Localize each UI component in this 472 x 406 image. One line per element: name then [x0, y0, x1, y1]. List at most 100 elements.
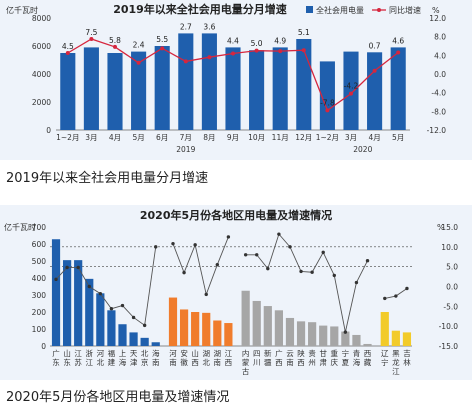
chart2-right-unit: % [437, 223, 445, 232]
chart1-title: 2019年以来全社会用电量分月增速 [113, 2, 287, 16]
chart1-growth-point [372, 68, 377, 73]
chart1-x-tick: 8月 [203, 133, 215, 142]
chart2-growth-point [394, 294, 398, 298]
chart1-growth-point [160, 46, 165, 51]
chart2-x-tick: 江苏 [74, 349, 82, 367]
chart2-x-tick: 河北 [97, 349, 105, 367]
caption-regional: 2020年5月份各地区用电量及增速情况 [6, 390, 230, 405]
chart1-growth-point [254, 48, 259, 53]
chart2-x-tick: 河南 [169, 349, 177, 367]
chart1-x-tick: 11月 [272, 133, 289, 142]
chart2-bar [252, 300, 261, 346]
chart2-bar [107, 310, 116, 346]
chart1-left-tick: 6000 [32, 42, 51, 51]
chart1-growth-point [136, 60, 141, 65]
chart2-growth-point [215, 262, 220, 267]
chart2-growth-point [193, 243, 197, 247]
chart2-left-tick: 500 [32, 257, 47, 266]
chart1-x-tick: 6月 [156, 133, 168, 142]
chart1-legend-bar-label: 全社会用电量 [316, 5, 364, 15]
chart2-x-tick: 北京 [141, 349, 149, 367]
chart2-growth-point [277, 232, 281, 236]
chart2-x-tick: 上海 [119, 349, 127, 367]
chart1-left-unit: 亿千瓦时 [6, 5, 38, 15]
chart2-x-tick: 内蒙古 [242, 348, 250, 376]
chart2-right-tick: -5.0 [443, 302, 458, 311]
chart1-data-label: 5.8 [109, 36, 121, 45]
chart1-x-tick: 1~2月 [56, 133, 79, 142]
chart2-bar [140, 337, 149, 346]
chart2-growth-point [343, 330, 348, 334]
chart2-growth-point [310, 270, 314, 274]
chart1-growth-point [325, 108, 330, 113]
chart2-bar [63, 260, 72, 346]
chart2-x-tick: 宁夏 [342, 348, 350, 367]
chart2-growth-point [182, 270, 186, 275]
chart2-right-tick: -10.0 [439, 322, 459, 331]
chart1-growth-point [89, 37, 94, 41]
chart1-legend: 全社会用电量 同比增速 [306, 5, 421, 15]
chart1-bar [225, 47, 241, 130]
chart1-bar [107, 53, 123, 130]
chart-monthly-growth-svg: 2019年以来全社会用电量分月增速 亿千瓦时 % 0 2000 4000 6000 8000 1… [6, 2, 447, 154]
chart2-growth-point [354, 280, 359, 285]
chart1-x-tick: 4月 [368, 133, 380, 142]
chart2-x-tick: 甘肃 [319, 348, 327, 367]
chart2-x-tick: 山东 [63, 348, 71, 367]
chart2-bar [391, 330, 400, 346]
chart-regional: 2020年5月份各地区用电量及增速情况 亿千瓦时% 0 100 200 300 400 500… [0, 205, 472, 380]
chart2-right-tick: 15.0 [441, 223, 458, 232]
chart2-growth-point [98, 291, 103, 296]
chart1-growth-point [113, 44, 117, 49]
chart2-x-tick: 广东 [52, 348, 60, 367]
chart1-data-label: -4.2 [344, 82, 359, 91]
chart2-bar [308, 322, 317, 346]
chart2-x-tick: 吉林 [403, 349, 411, 367]
chart1-data-label: 2.4 [133, 41, 145, 50]
chart2-bar [179, 309, 189, 346]
chart2-bar [213, 320, 222, 346]
chart2-x-tick: 安徽 [180, 348, 188, 367]
chart2-bar [202, 312, 211, 346]
chart2-bar [96, 293, 105, 346]
chart2-x-tick: 云南 [286, 349, 294, 367]
chart2-x-tick: 福建 [108, 349, 116, 367]
chart2-bar [129, 332, 138, 346]
chart2-growth-point [255, 253, 259, 257]
chart1-year-label: 2020 [353, 145, 372, 154]
chart1-right-unit: % [432, 6, 440, 15]
chart2-growth-point [383, 296, 387, 301]
chart2-bar [363, 343, 372, 346]
chart2-x-tick: 四川 [253, 349, 261, 367]
chart1-bar [201, 33, 217, 130]
chart2-x-tick: 海南 [152, 348, 160, 367]
chart2-x-tick: 青海 [353, 348, 361, 367]
chart1-bar [131, 51, 147, 130]
chart2-growth-point [154, 245, 158, 249]
chart1-data-label: 4.5 [62, 42, 74, 51]
chart1-x-tick: 7月 [180, 133, 192, 142]
chart2-left-tick: 100 [32, 325, 47, 334]
chart1-x-tick: 5月 [132, 133, 144, 142]
chart1-data-label: 5.5 [156, 35, 168, 44]
chart2-growth-point [54, 277, 58, 282]
chart1-x-tick: 12月 [295, 133, 312, 142]
chart1-growth-point [183, 59, 188, 64]
chart2-left-tick: 200 [32, 308, 47, 317]
chart1-bar [296, 39, 312, 130]
chart2-growth-point [120, 303, 125, 308]
chart2-x-tick: 湖南 [214, 349, 222, 367]
chart1-right-tick: -4.0 [431, 89, 446, 98]
chart1-data-label: 3.6 [203, 22, 215, 31]
chart2-bar [118, 324, 127, 346]
chart2-bar [151, 342, 160, 346]
chart-monthly-growth: 2019年以来全社会用电量分月增速 亿千瓦时% 0 2000 4000 6000 8000 1… [0, 0, 472, 160]
chart1-right-tick: 8.0 [434, 33, 446, 42]
chart1-right-tick: -12.0 [427, 126, 447, 135]
chart1-growth-point [301, 48, 306, 53]
chart2-growth-point [288, 245, 292, 249]
chart2-right-tick: 0.0 [446, 283, 458, 292]
chart2-growth-point [87, 284, 91, 289]
chart2-growth-line [245, 233, 368, 333]
